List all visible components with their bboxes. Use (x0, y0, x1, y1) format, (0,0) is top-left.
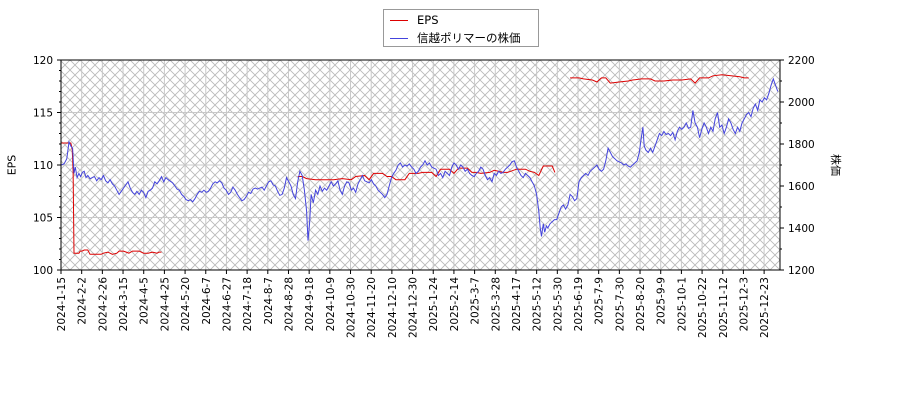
x-tick-label: 2024-9-18 (304, 277, 316, 331)
x-tick-label: 2024-12-10 (387, 277, 399, 338)
y-left-tick-label: 105 (33, 213, 53, 225)
y-right-tick-label: 2200 (788, 55, 815, 67)
x-tick-label: 2025-7-9 (594, 277, 606, 325)
eps-line (570, 74, 749, 84)
legend-item-eps: EPS (390, 12, 439, 28)
legend-label: 信越ポリマーの株価 (417, 31, 521, 45)
x-tick-label: 2025-12-3 (738, 277, 750, 331)
y-right-tick-label: 1800 (788, 139, 815, 151)
x-tick-label: 2024-6-27 (221, 277, 233, 331)
x-tick-label: 2025-5-30 (552, 277, 564, 331)
x-tick-label: 2025-7-30 (614, 277, 626, 331)
x-tick-label: 2024-8-28 (283, 277, 295, 331)
y-right-tick-label: 1200 (788, 265, 815, 277)
y-axis-left-label: EPS (5, 154, 19, 176)
x-tick-label: 2025-8-20 (635, 277, 647, 331)
eps-line-swatch-icon (390, 19, 408, 21)
x-axis: 2024-1-15 2024-2-2 2024-2-26 2024-3-15 2024-… (56, 270, 771, 338)
y-left-tick-label: 115 (33, 108, 53, 120)
x-tick-label: 2024-12-30 (408, 277, 420, 338)
x-tick-label: 2025-3-7 (470, 277, 482, 325)
series-lines (60, 74, 779, 255)
y-axis-right: 1200 1400 1600 1800 2000 2200 (780, 55, 815, 277)
x-tick-label: 2024-8-7 (263, 277, 275, 325)
x-tick-label: 2024-6-7 (201, 277, 213, 325)
x-tick-label: 2025-1-24 (428, 277, 440, 332)
x-tick-label: 2024-7-18 (242, 277, 254, 331)
y-axis-left: 100 105 110 115 120 (33, 55, 61, 277)
y-left-tick-label: 120 (33, 55, 53, 67)
price-line-swatch-icon (390, 37, 408, 39)
legend: EPS 信越ポリマーの株価 (383, 9, 539, 47)
eps-line (61, 142, 162, 255)
x-tick-label: 2024-10-9 (325, 277, 337, 331)
x-tick-label: 2025-3-28 (490, 277, 502, 331)
x-tick-label: 2025-12-23 (759, 277, 771, 338)
x-tick-label: 2024-11-20 (366, 277, 378, 338)
y-right-tick-label: 1600 (788, 181, 815, 193)
x-tick-label: 2025-11-12 (718, 277, 730, 338)
x-tick-label: 2025-5-12 (532, 277, 544, 331)
x-tick-label: 2024-5-20 (180, 277, 192, 331)
x-tick-label: 2025-6-19 (573, 277, 585, 331)
y-left-tick-label: 110 (33, 160, 53, 172)
x-tick-label: 2024-2-26 (97, 277, 109, 332)
y-right-tick-label: 2000 (788, 97, 815, 109)
x-tick-label: 2024-1-15 (56, 277, 68, 331)
stock-price-line (60, 77, 779, 241)
y-right-tick-label: 1400 (788, 223, 815, 235)
x-tick-label: 2025-10-1 (676, 277, 688, 331)
x-tick-label: 2025-2-14 (449, 277, 461, 332)
x-tick-label: 2024-4-25 (159, 277, 171, 331)
x-tick-label: 2025-4-17 (511, 277, 523, 331)
legend-label: EPS (417, 13, 439, 27)
y-left-tick-label: 100 (33, 265, 53, 277)
x-tick-label: 2024-2-2 (77, 277, 89, 325)
legend-item-price: 信越ポリマーの株価 (390, 30, 521, 46)
x-tick-label: 2024-4-5 (139, 277, 151, 325)
x-tick-label: 2024-10-30 (346, 277, 358, 338)
x-tick-label: 2025-10-22 (697, 277, 709, 338)
y-axis-right-label: 株価 (829, 154, 842, 176)
x-tick-label: 2024-3-15 (118, 277, 130, 331)
x-tick-label: 2025-9-9 (656, 277, 668, 325)
grid-lines (60, 59, 780, 271)
